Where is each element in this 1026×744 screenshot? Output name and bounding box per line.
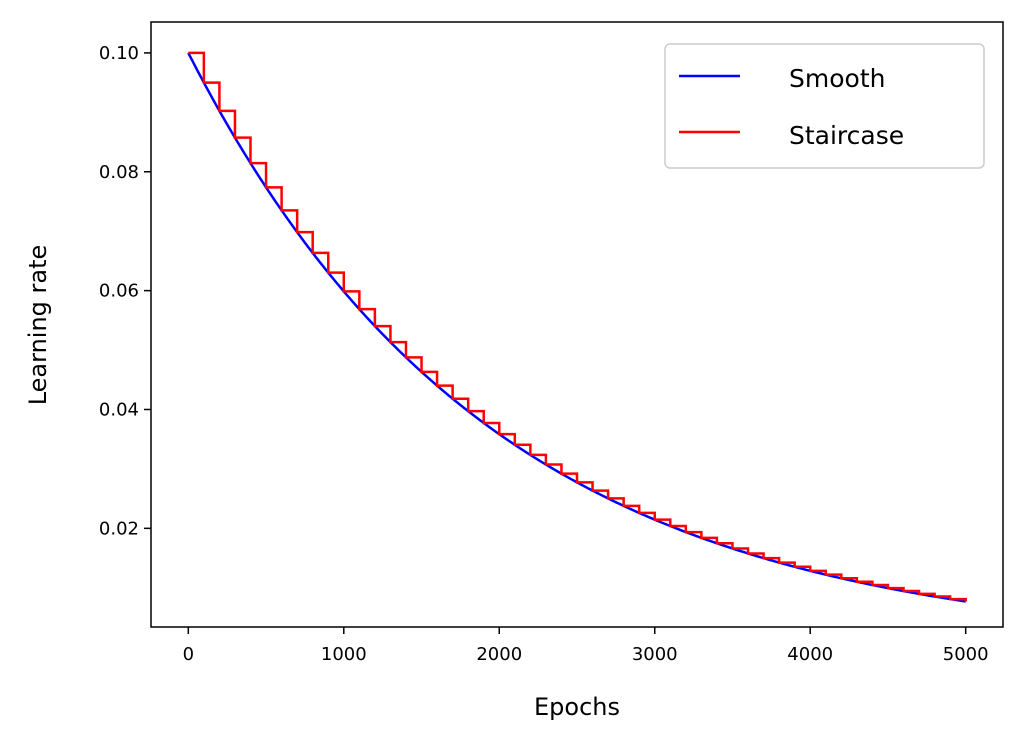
x-tick-label: 5000 xyxy=(943,644,989,665)
y-tick-label: 0.06 xyxy=(99,281,139,302)
y-tick-label: 0.08 xyxy=(99,162,139,183)
x-axis-ticks: 0 1000 2000 3000 4000 5000 xyxy=(183,627,989,665)
y-tick-label: 0.04 xyxy=(99,399,139,420)
legend-box xyxy=(664,43,985,169)
x-tick-label: 1000 xyxy=(321,644,367,665)
x-tick-label: 2000 xyxy=(476,644,522,665)
x-axis-label: Epochs xyxy=(534,693,620,721)
legend-label-smooth: Smooth xyxy=(789,64,885,93)
plot-frame xyxy=(150,21,1004,628)
x-tick-label: 3000 xyxy=(632,644,678,665)
series-line-staircase xyxy=(188,51,967,602)
y-tick-label: 0.02 xyxy=(99,518,139,539)
y-axis-label: Learning rate xyxy=(24,245,52,406)
x-tick-label: 4000 xyxy=(787,644,833,665)
series-layer xyxy=(187,51,967,603)
y-tick-label: 0.10 xyxy=(99,43,139,64)
legend-label-staircase: Staircase xyxy=(789,121,904,150)
x-tick-label: 0 xyxy=(183,644,194,665)
y-axis-ticks: 0.02 0.04 0.06 0.08 0.10 xyxy=(99,43,151,539)
legend: Smooth Staircase xyxy=(664,43,985,169)
